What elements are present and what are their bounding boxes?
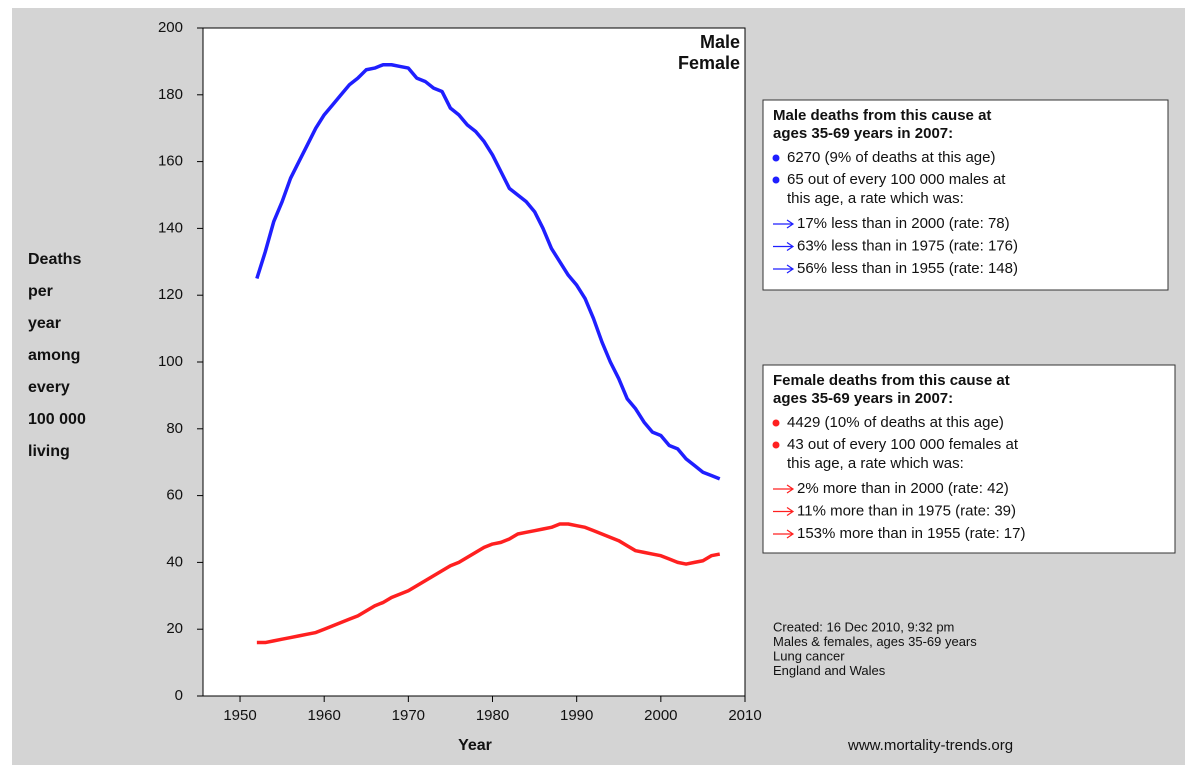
plot-area: [202, 27, 746, 697]
arrow: [773, 507, 795, 516]
y-tick-label: 20: [166, 620, 183, 637]
box-heading: ages 35-69 years in 2007:: [773, 390, 953, 407]
legend-entry: Female: [678, 53, 740, 73]
x-axis-label: Year: [458, 737, 492, 754]
y-tick-label: 60: [166, 487, 183, 504]
y-tick-label: 120: [158, 286, 183, 303]
box-item: 2% more than in 2000 (rate: 42): [797, 480, 1009, 497]
y-axis-label: year: [28, 315, 61, 332]
box-item: this age, a rate which was:: [787, 190, 964, 207]
box-item: this age, a rate which was:: [787, 455, 964, 472]
series-line: [255, 62, 721, 481]
y-axis-label: living: [28, 443, 70, 460]
x-tick-label: 2000: [644, 707, 677, 724]
arrow: [773, 484, 795, 494]
box-item: 65 out of every 100 000 males at: [787, 171, 1006, 188]
y-tick-label: 140: [158, 219, 183, 236]
arrow: [773, 219, 795, 229]
info-box: [762, 364, 1176, 554]
y-axis-label: among: [28, 347, 80, 364]
y-tick-label: 0: [175, 687, 183, 704]
y-axis-label: Deaths: [28, 251, 81, 268]
box-item: 63% less than in 1975 (rate: 176): [797, 237, 1018, 254]
bullet: [772, 154, 780, 162]
note: Males & females, ages 35-69 years: [773, 634, 977, 649]
box-item: 4429 (10% of deaths at this age): [787, 414, 1004, 431]
box-item: 11% more than in 1975 (rate: 39): [797, 502, 1016, 519]
x-tick-label: 1970: [392, 707, 425, 724]
x-tick-label: 1950: [223, 707, 256, 724]
legend-entry: Male: [700, 32, 740, 52]
arrow: [773, 529, 795, 539]
note: Created: 16 Dec 2010, 9:32 pm: [773, 619, 954, 634]
y-axis-label: every: [28, 379, 70, 396]
box-heading: Male deaths from this cause at: [773, 107, 991, 124]
y-tick-label: 80: [166, 420, 183, 437]
y-axis-label: per: [28, 283, 53, 300]
box-heading: Female deaths from this cause at: [773, 372, 1010, 389]
arrow: [773, 242, 795, 251]
box-heading: ages 35-69 years in 2007:: [773, 125, 953, 142]
y-tick-label: 100: [158, 353, 183, 370]
box-item: 17% less than in 2000 (rate: 78): [797, 215, 1010, 232]
box-item: 6270 (9% of deaths at this age): [787, 149, 995, 166]
x-tick-label: 2010: [728, 707, 761, 724]
x-tick-label: 1990: [560, 707, 593, 724]
x-tick-label: 1980: [476, 707, 509, 724]
y-tick-label: 180: [158, 86, 183, 103]
box-item: 56% less than in 1955 (rate: 148): [797, 260, 1018, 277]
bullet: [772, 176, 780, 184]
series-line: [256, 522, 721, 645]
y-tick-label: 200: [158, 19, 183, 36]
note: England and Wales: [773, 663, 886, 678]
y-tick-label: 160: [158, 153, 183, 170]
note: Lung cancer: [773, 648, 845, 663]
source: www.mortality-trends.org: [847, 737, 1013, 754]
y-axis-label: 100 000: [28, 411, 86, 428]
info-box: [762, 99, 1169, 291]
arrow: [773, 264, 795, 274]
bullet: [772, 419, 780, 427]
y-tick-label: 40: [166, 553, 183, 570]
x-tick-label: 1960: [308, 707, 341, 724]
box-item: 153% more than in 1955 (rate: 17): [797, 525, 1025, 542]
box-item: 43 out of every 100 000 females at: [787, 436, 1019, 453]
bullet: [772, 441, 780, 449]
